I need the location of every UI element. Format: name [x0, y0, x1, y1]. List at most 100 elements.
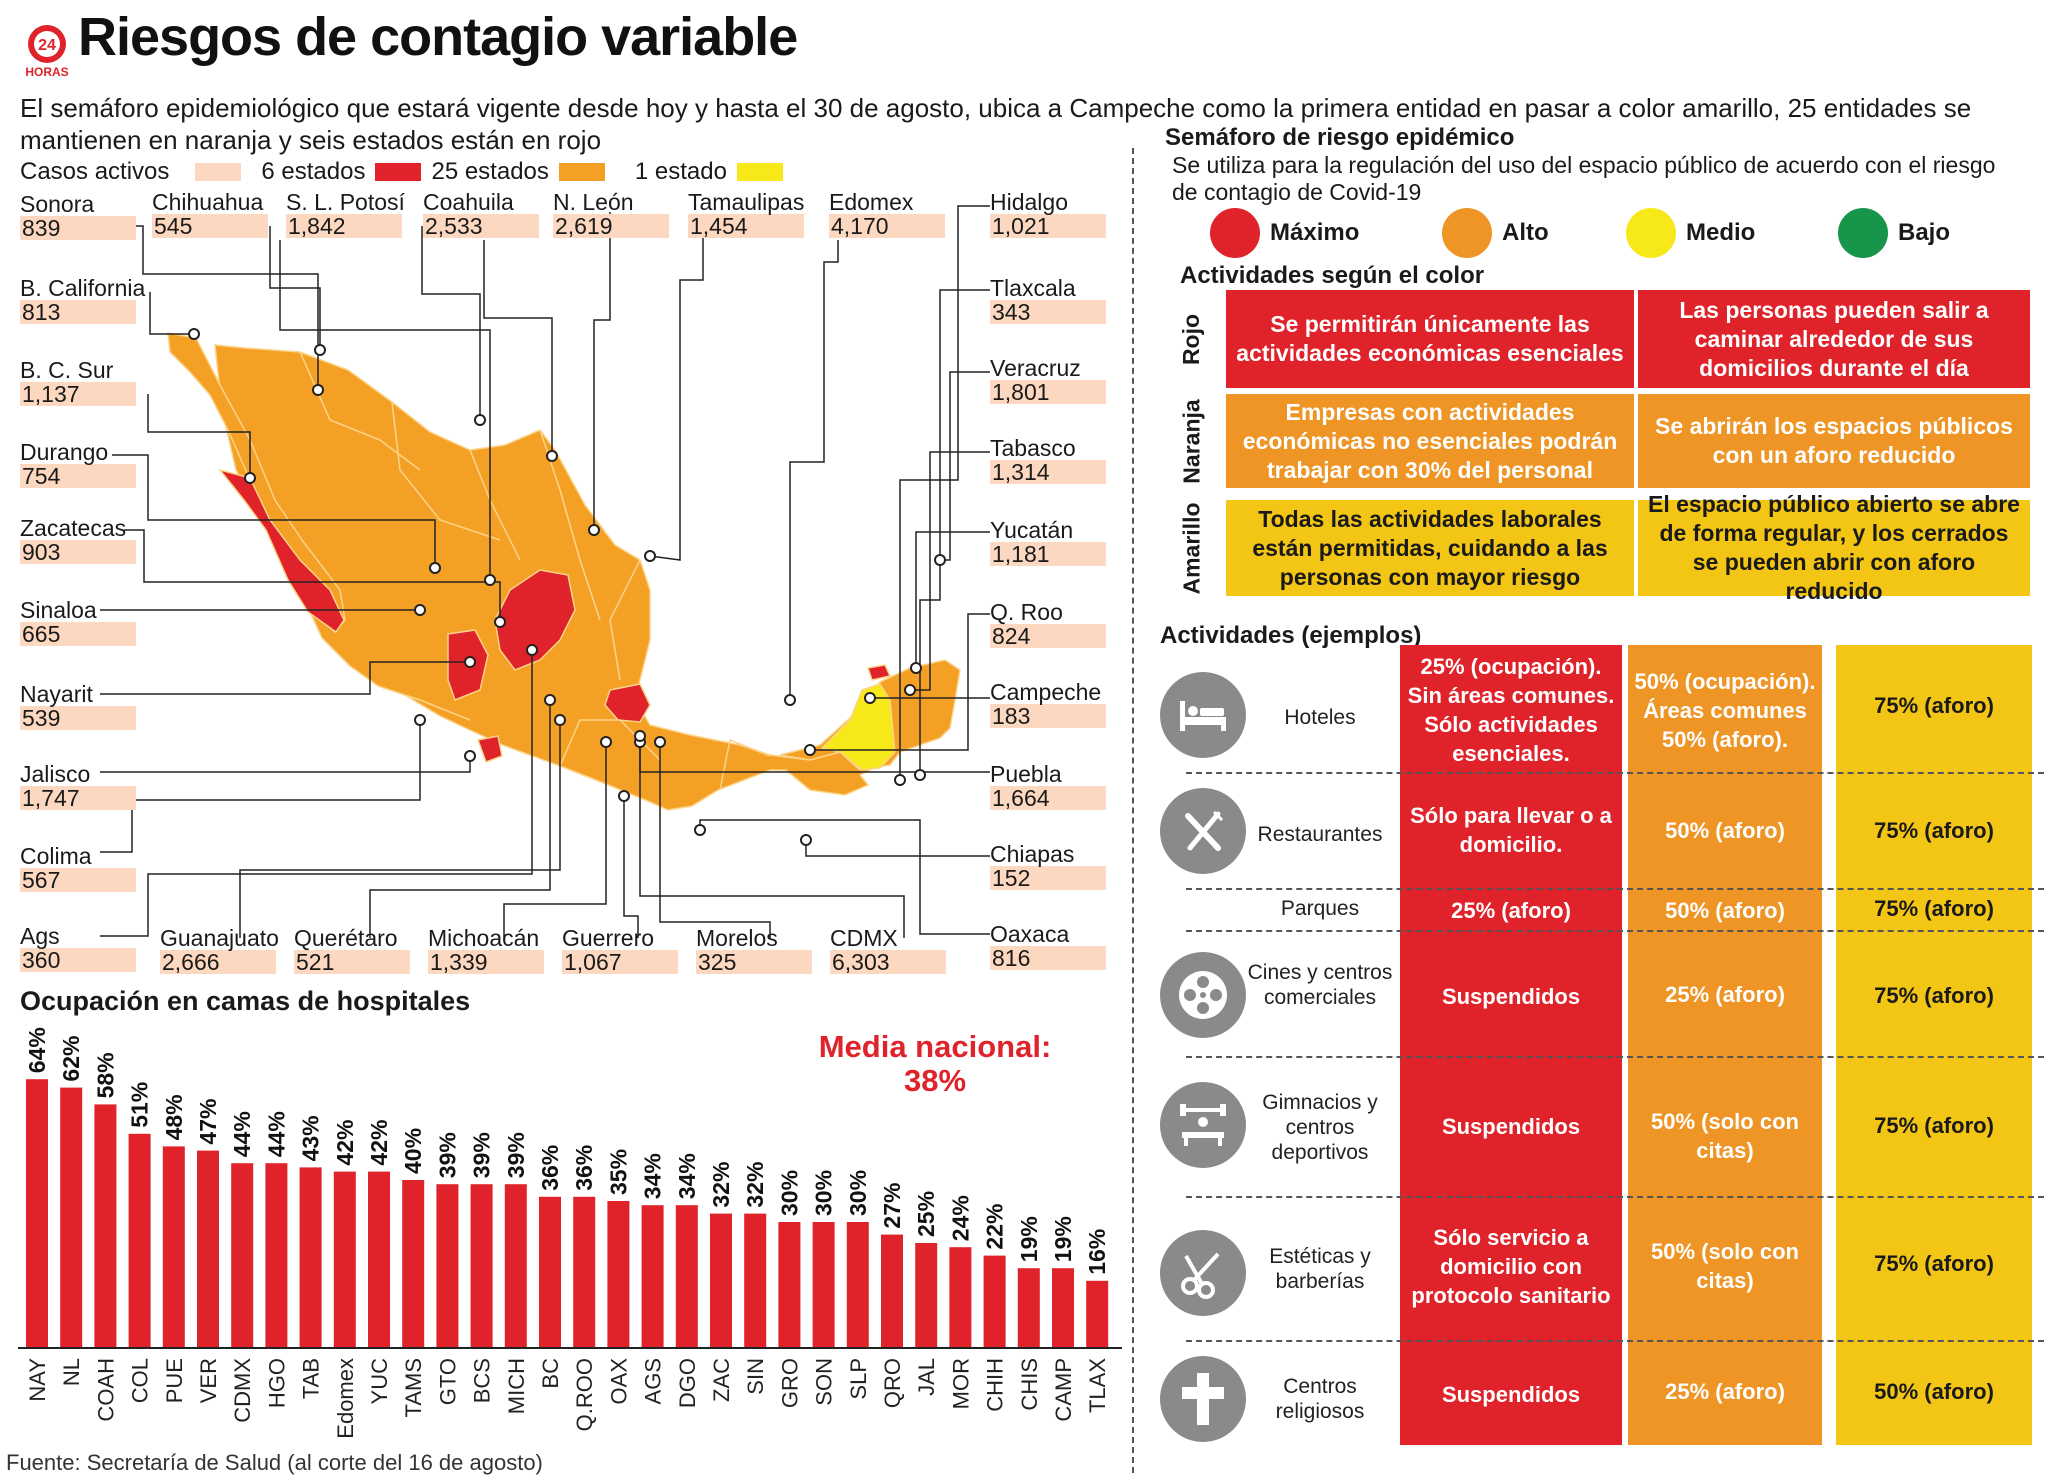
- x-tick-label: CHIS: [1017, 1358, 1042, 1411]
- row-label-amarillo: Amarillo: [1178, 501, 1205, 595]
- example-name-hoteles: Hoteles: [1284, 706, 1356, 729]
- level-orange-dot: [1442, 208, 1492, 258]
- bar-value-label: 32%: [708, 1162, 734, 1208]
- bar-coah: [94, 1104, 117, 1348]
- state-label-coahuila: Coahuila 2,533: [423, 190, 539, 238]
- bar-yuc: [368, 1171, 390, 1348]
- x-tick-label: COAH: [93, 1358, 118, 1422]
- bar-cdmx: [231, 1163, 254, 1348]
- bar-tams: [402, 1180, 425, 1348]
- bar-value-label: 64%: [24, 1027, 50, 1073]
- legend-red-swatch: [375, 163, 422, 181]
- legend-peach-swatch: [195, 163, 242, 181]
- map-red-yucatan: [867, 664, 892, 681]
- x-tick-label: VER: [196, 1358, 221, 1403]
- example-name-parques: Parques: [1280, 897, 1360, 920]
- state-label-durango: Durango 754: [20, 440, 136, 488]
- x-tick-label: PUE: [162, 1358, 187, 1403]
- national-mean-value: 38%: [903, 1063, 967, 1098]
- bar-value-label: 42%: [366, 1120, 392, 1166]
- hoteles-rojo: 25% (ocupación). Sin áreas comunes. Sólo…: [1407, 654, 1615, 766]
- religiosos-rojo: Suspendidos: [1441, 1381, 1581, 1407]
- bar-value-label: 22%: [982, 1204, 1008, 1250]
- capital-dot: [864, 692, 876, 704]
- capital-dot: [464, 656, 476, 668]
- leader-line: [503, 742, 607, 938]
- bar-value-label: 39%: [503, 1132, 529, 1178]
- leader-line: [639, 736, 905, 938]
- bar-ver: [197, 1150, 219, 1348]
- examples-col-amarillo: [1836, 645, 2032, 1445]
- leader-line: [915, 531, 990, 668]
- bar-value-label: 30%: [811, 1170, 837, 1216]
- capital-dot: [244, 472, 256, 484]
- bar-tlax: [1086, 1280, 1109, 1348]
- level-alto: Alto: [1442, 208, 1549, 258]
- state-label-nleon: N. León 2,619: [553, 190, 669, 238]
- state-label-oaxaca: Oaxaca 816: [990, 922, 1106, 970]
- x-tick-label: SLP: [846, 1358, 871, 1400]
- capital-dot: [910, 662, 922, 674]
- level-medio: Medio: [1626, 208, 1755, 258]
- amarillo-cell-left: Todas las actividades laborales están pe…: [1226, 500, 1634, 596]
- bar-gto: [436, 1184, 459, 1348]
- state-label-chiapas: Chiapas 152: [990, 842, 1106, 890]
- leader-line: [147, 394, 251, 478]
- bar-value-label: 43%: [298, 1115, 324, 1161]
- legend-yellow-label: 1 estado: [634, 158, 727, 185]
- capital-dot: [464, 750, 476, 762]
- bar-value-label: 48%: [161, 1094, 187, 1140]
- leader-line: [789, 240, 839, 700]
- state-label-queretaro: Querétaro 521: [294, 926, 410, 974]
- capital-dot: [314, 344, 326, 356]
- capital-dot: [414, 714, 426, 726]
- leader-line: [269, 226, 321, 350]
- x-tick-label: QRO: [880, 1358, 905, 1408]
- x-tick-label: JAL: [914, 1358, 939, 1396]
- state-label-nayarit: Nayarit 539: [20, 682, 136, 730]
- example-name-religiosos: Centros religiosos: [1275, 1375, 1365, 1423]
- bar-value-label: 16%: [1084, 1229, 1110, 1275]
- x-tick-label: COL: [128, 1358, 153, 1403]
- x-tick-label: TAB: [299, 1358, 324, 1399]
- x-tick-label: TLAX: [1085, 1358, 1110, 1413]
- bar-value-label: 19%: [1050, 1216, 1076, 1262]
- chart-title: Ocupación en camas de hospitales: [20, 986, 471, 1016]
- bar-value-label: 39%: [434, 1132, 460, 1178]
- legend-yellow-swatch: [736, 163, 783, 181]
- leader-line: [649, 226, 704, 561]
- capital-dot: [414, 604, 426, 616]
- capital-dot: [554, 714, 566, 726]
- hoteles-amarillo: 75% (aforo): [1874, 692, 1994, 718]
- vertical-divider: [1132, 148, 1134, 1473]
- examples-separator: [1186, 1340, 2044, 1342]
- esteticas-naranja: 50% (solo con citas): [1651, 1239, 1799, 1293]
- bar-bc: [539, 1196, 561, 1348]
- bar-dgo: [675, 1205, 698, 1348]
- leader-line: [421, 226, 481, 420]
- svg-text:24: 24: [38, 37, 56, 54]
- bar-value-label: 51%: [127, 1082, 153, 1128]
- bar-hgo: [265, 1163, 288, 1348]
- state-label-zacatecas: Zacatecas 903: [20, 516, 136, 564]
- cross-icon: [1160, 1356, 1246, 1442]
- state-label-ags: Ags 360: [20, 924, 136, 972]
- state-label-sonora: Sonora 839: [20, 192, 136, 240]
- bar-value-label: 24%: [947, 1195, 973, 1241]
- cutlery-icon: [1160, 788, 1246, 874]
- bar-value-label: 62%: [58, 1036, 84, 1082]
- bar-camp: [1052, 1268, 1074, 1348]
- leader-line: [135, 225, 319, 390]
- leader-line: [369, 700, 551, 938]
- bar-ags: [641, 1205, 664, 1348]
- capital-dot: [312, 384, 324, 396]
- x-tick-label: MOR: [948, 1358, 973, 1409]
- semaforo-description: Se utiliza para la regulación del uso de…: [1172, 152, 1996, 205]
- examples-title: Actividades (ejemplos): [1160, 622, 1422, 649]
- parques-amarillo: 75% (aforo): [1874, 895, 1994, 921]
- film-reel-icon: [1160, 952, 1246, 1038]
- state-label-jalisco: Jalisco 1,747: [20, 762, 136, 810]
- hospital-occupancy-chart: 64% NAY 62% NL 58% COAH 51% COL 48% PUE 47% VER 44% C…: [18, 1027, 1122, 1439]
- cines-amarillo: 75% (aforo): [1874, 982, 1994, 1008]
- bar-value-label: 34%: [674, 1153, 700, 1199]
